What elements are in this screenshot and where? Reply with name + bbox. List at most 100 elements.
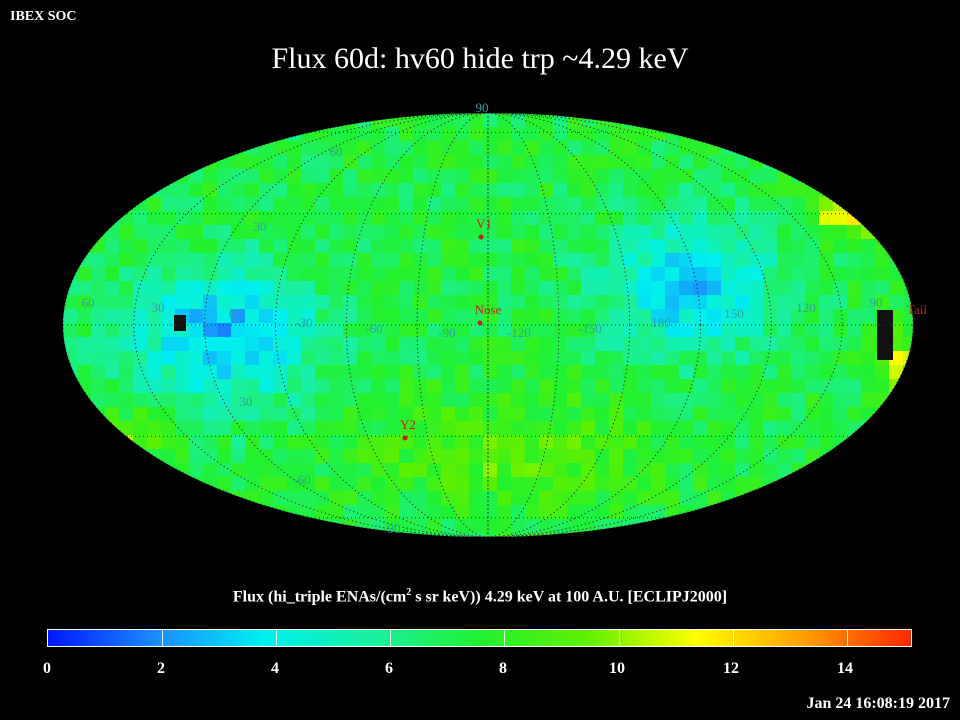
flux-cell [693, 449, 708, 464]
flux-cell [399, 519, 414, 534]
flux-cell [399, 155, 414, 170]
flux-cell [259, 239, 274, 254]
flux-cell [203, 267, 218, 282]
flux-cell [119, 211, 134, 226]
flux-cell [399, 225, 414, 240]
flux-cell [721, 281, 736, 296]
flux-cell [763, 295, 778, 310]
flux-cell [483, 407, 498, 422]
flux-cell [777, 421, 792, 436]
flux-cell [119, 379, 134, 394]
flux-cell [819, 379, 834, 394]
flux-cell [231, 323, 246, 338]
flux-cell [469, 239, 484, 254]
flux-cell [623, 113, 638, 128]
flux-cell [525, 141, 540, 156]
flux-cell [651, 169, 666, 184]
flux-cell [805, 435, 820, 450]
flux-cell [637, 393, 652, 408]
flux-cell [539, 491, 554, 506]
flux-cell [483, 393, 498, 408]
flux-cell [833, 351, 848, 366]
flux-cell [413, 323, 428, 338]
flux-cell [525, 309, 540, 324]
flux-cell [875, 281, 890, 296]
flux-cell [189, 407, 204, 422]
flux-cell [63, 281, 78, 296]
flux-cell [623, 281, 638, 296]
flux-cell [525, 267, 540, 282]
flux-cell [707, 141, 722, 156]
flux-cell [875, 379, 890, 394]
flux-cell [427, 155, 442, 170]
flux-cell [693, 463, 708, 478]
flux-cell [357, 183, 372, 198]
flux-cell [791, 169, 806, 184]
flux-cell [105, 211, 120, 226]
flux-cell [497, 449, 512, 464]
flux-cell [707, 211, 722, 226]
colorbar-tick [846, 630, 848, 646]
flux-cell [581, 421, 596, 436]
flux-cell [357, 379, 372, 394]
longitude-label: 90 [870, 295, 883, 310]
flux-cell [483, 183, 498, 198]
flux-cell [301, 337, 316, 352]
flux-cell [413, 393, 428, 408]
flux-cell [497, 323, 512, 338]
flux-cell [385, 211, 400, 226]
flux-cell [371, 253, 386, 268]
flux-cell [357, 295, 372, 310]
flux-cell [609, 337, 624, 352]
flux-cell [581, 211, 596, 226]
flux-cell [665, 295, 680, 310]
flux-cell [189, 225, 204, 240]
flux-cell [539, 435, 554, 450]
flux-cell [553, 519, 568, 534]
flux-cell [805, 393, 820, 408]
flux-cell [539, 169, 554, 184]
flux-cell [595, 463, 610, 478]
flux-cell [847, 379, 862, 394]
flux-cell [455, 491, 470, 506]
flux-cell [553, 225, 568, 240]
flux-cell [385, 267, 400, 282]
flux-cell [875, 295, 890, 310]
flux-cell [91, 239, 106, 254]
flux-cell [805, 309, 820, 324]
flux-cell [749, 463, 764, 478]
flux-cell [329, 155, 344, 170]
flux-cell [511, 239, 526, 254]
flux-cell [623, 337, 638, 352]
flux-cell [763, 239, 778, 254]
flux-cell [427, 253, 442, 268]
flux-cell [623, 379, 638, 394]
flux-cell [721, 337, 736, 352]
colorbar-tick-label: 6 [385, 660, 393, 677]
flux-cell [763, 393, 778, 408]
flux-cell [259, 225, 274, 240]
flux-cell [413, 449, 428, 464]
flux-cell [427, 211, 442, 226]
flux-cell [567, 141, 582, 156]
flux-cell [721, 253, 736, 268]
flux-cell [203, 211, 218, 226]
flux-cell [343, 351, 358, 366]
flux-cell [483, 379, 498, 394]
flux-cell [679, 435, 694, 450]
flux-cell [609, 225, 624, 240]
flux-cell [371, 281, 386, 296]
flux-cell [567, 505, 582, 520]
flux-cell [259, 253, 274, 268]
flux-cell [133, 225, 148, 240]
longitude-label: 30 [152, 300, 165, 315]
flux-cell [469, 365, 484, 380]
flux-cell [819, 449, 834, 464]
flux-cell [791, 435, 806, 450]
flux-cell [707, 435, 722, 450]
flux-cell [357, 393, 372, 408]
flux-cell [343, 421, 358, 436]
flux-cell [553, 183, 568, 198]
flux-cell [483, 463, 498, 478]
